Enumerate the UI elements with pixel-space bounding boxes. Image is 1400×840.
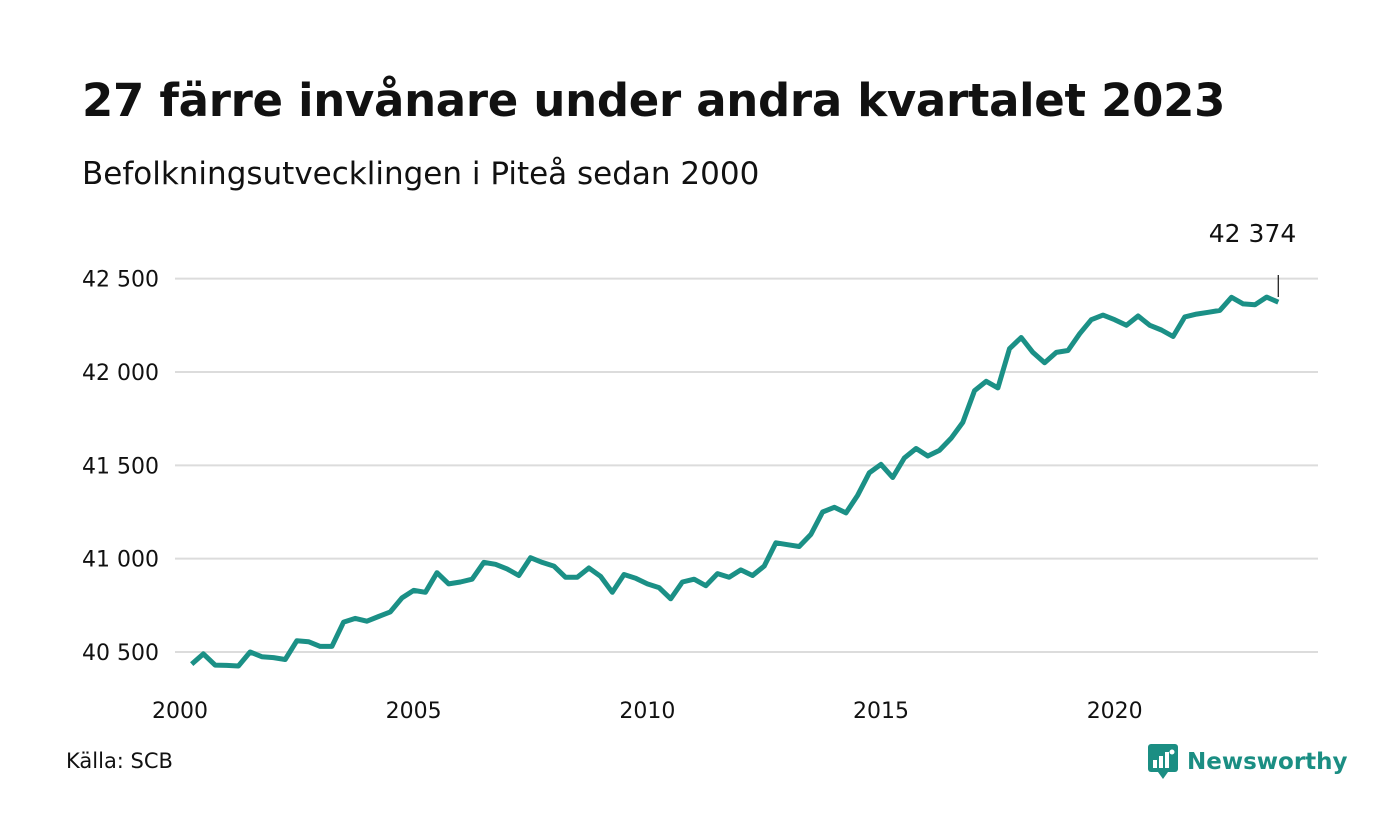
chart-title: 27 färre invånare under andra kvartalet … xyxy=(82,74,1226,127)
y-tick-label: 42 500 xyxy=(82,268,159,293)
grid-lines xyxy=(175,277,1318,653)
x-tick-label: 2005 xyxy=(386,699,442,724)
y-tick-label: 41 500 xyxy=(82,454,159,479)
series-layer xyxy=(190,294,1280,669)
brand-logo: Newsworthy xyxy=(1148,744,1348,780)
y-tick-label: 42 000 xyxy=(82,361,159,386)
x-tick-label: 2020 xyxy=(1087,699,1143,724)
annotation-label: 42 374 xyxy=(1209,219,1296,248)
y-axis: 40 500 41 000 41 500 42 000 42 500 xyxy=(82,268,159,666)
x-tick-label: 2015 xyxy=(853,699,909,724)
last-value-annotation: 42 374 xyxy=(1209,219,1296,297)
y-tick-label: 40 500 xyxy=(82,641,159,666)
newsworthy-logo-icon xyxy=(1148,744,1178,779)
source-note: Källa: SCB xyxy=(66,749,173,773)
x-axis: 2000 2005 2010 2015 2020 xyxy=(152,699,1143,724)
x-tick-label: 2010 xyxy=(619,699,675,724)
y-tick-label: 41 000 xyxy=(82,548,159,573)
chart-subtitle: Befolkningsutvecklingen i Piteå sedan 20… xyxy=(82,156,760,192)
series-line xyxy=(190,294,1280,669)
brand-name: Newsworthy xyxy=(1187,749,1348,775)
x-tick-label: 2000 xyxy=(152,699,208,724)
